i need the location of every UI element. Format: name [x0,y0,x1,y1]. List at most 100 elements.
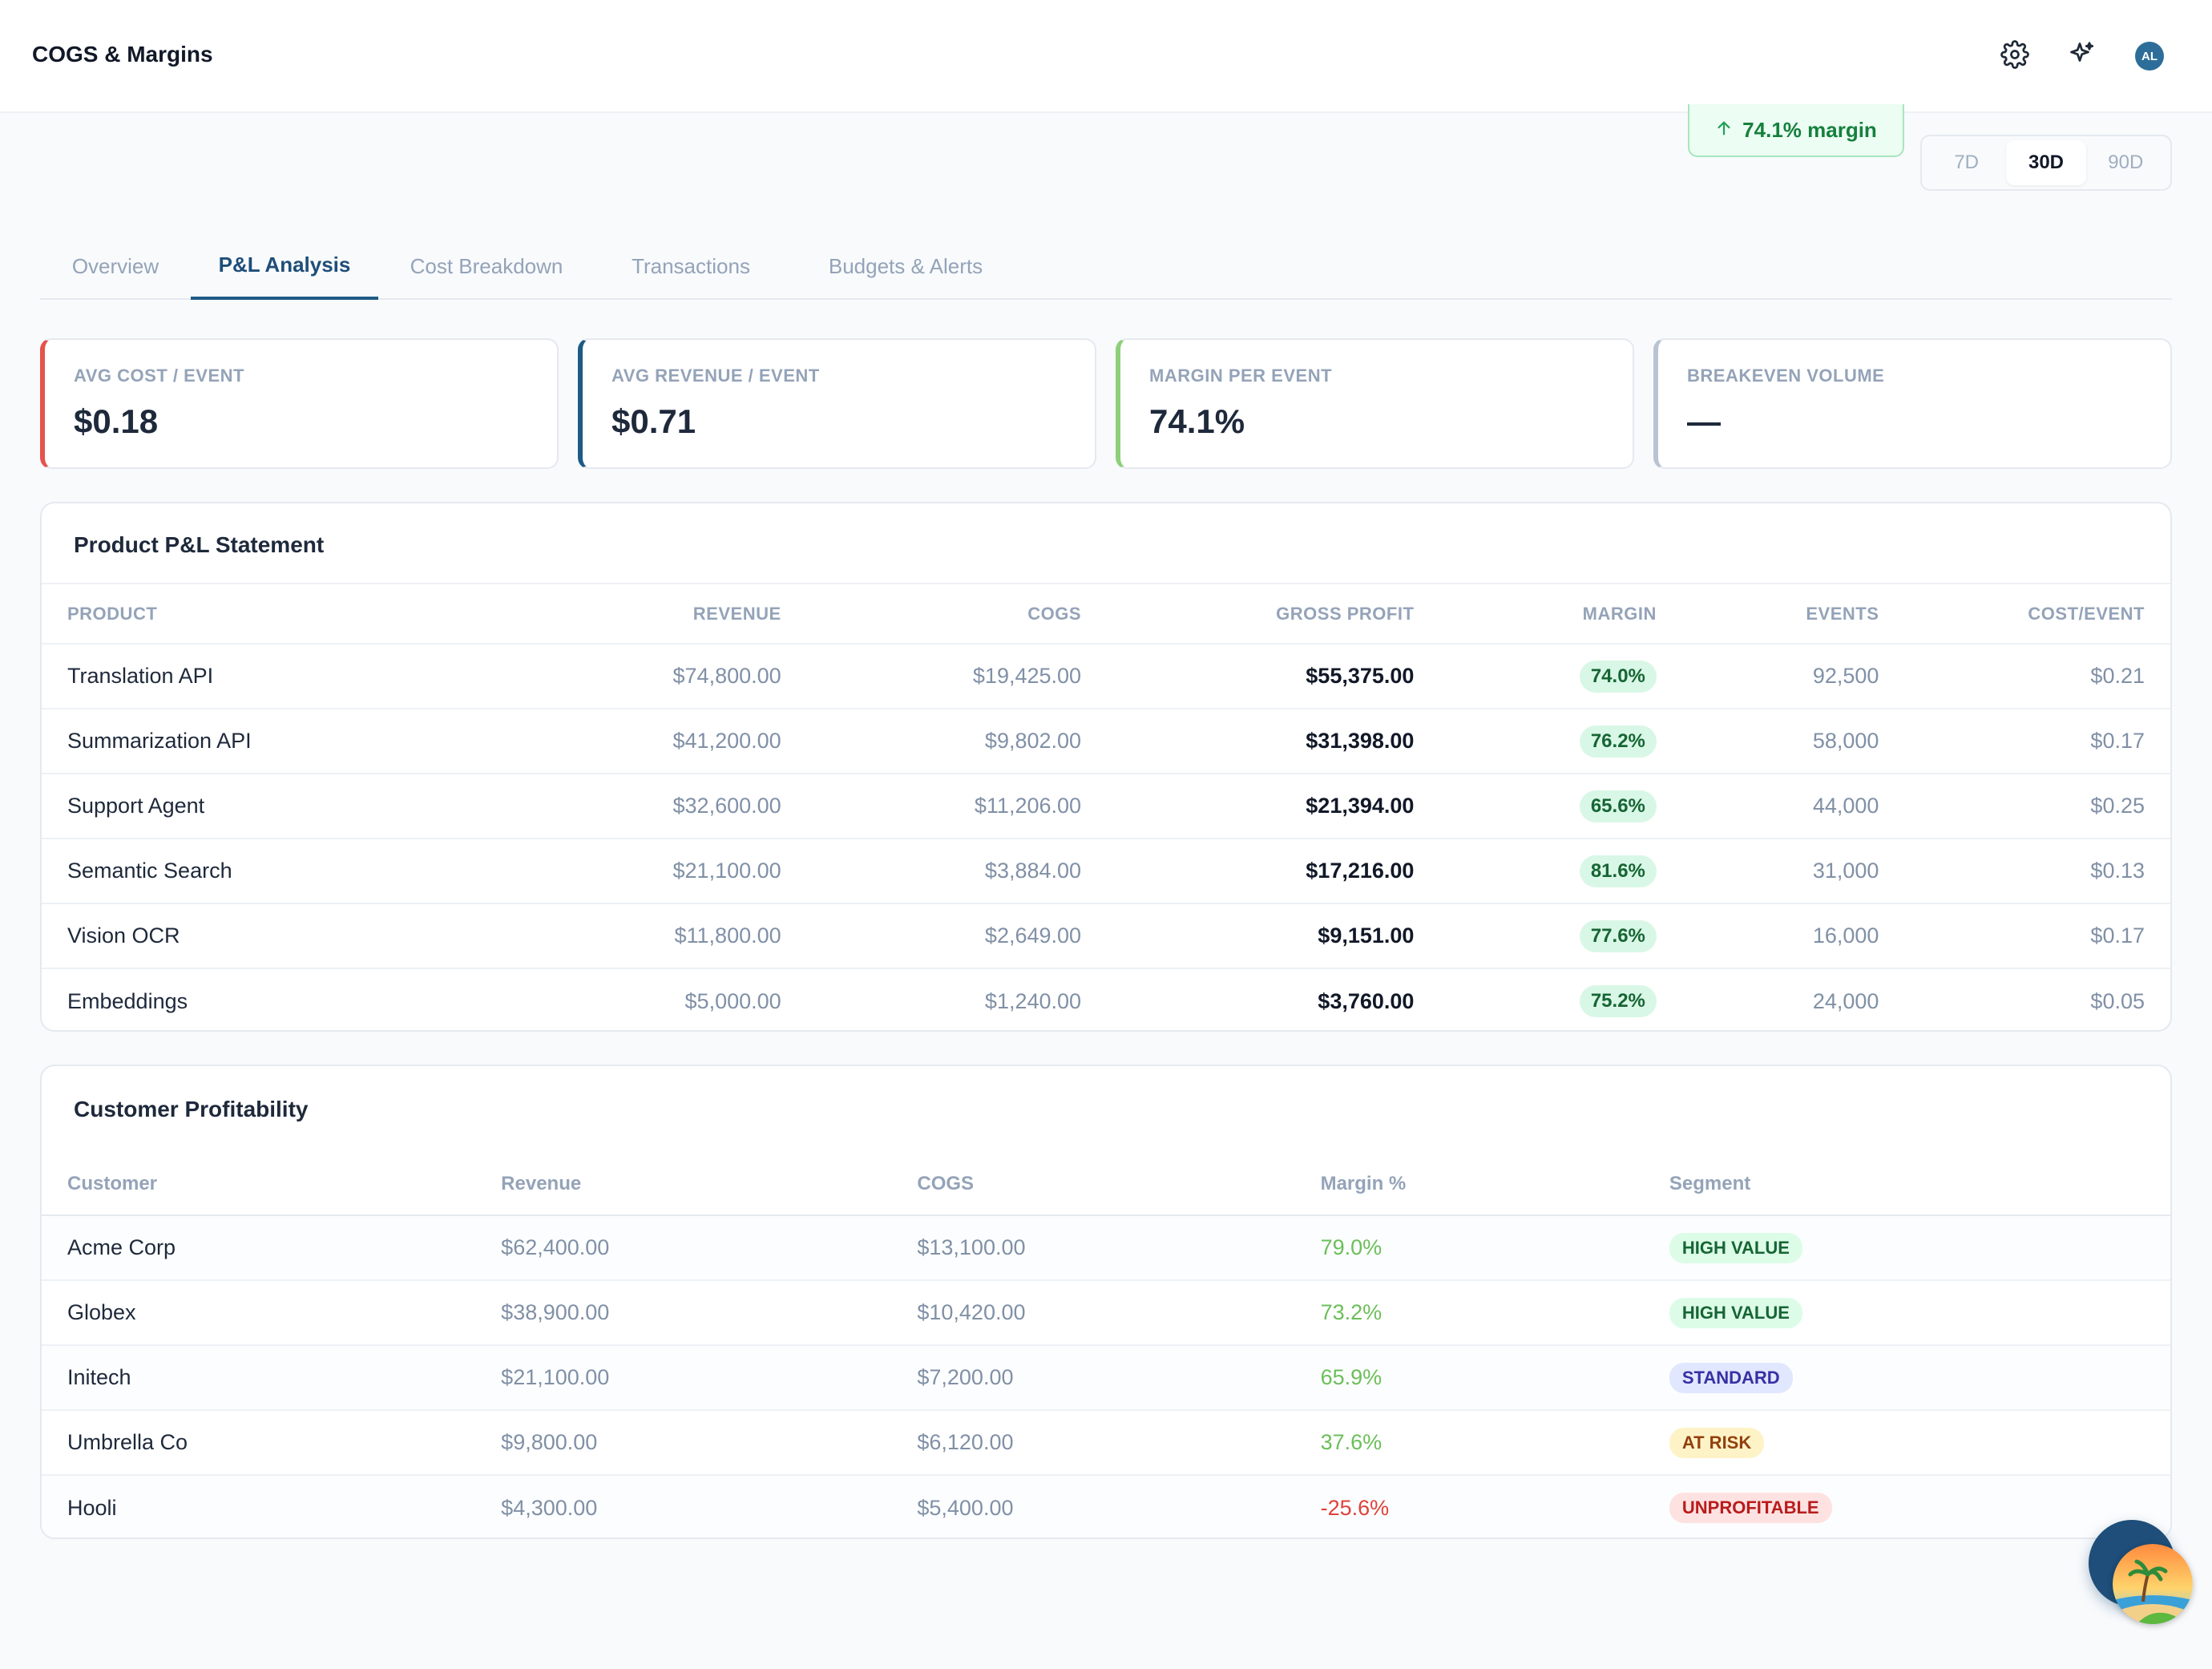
column-header[interactable]: GROSS PROFIT [1081,584,1415,645]
table-row[interactable]: Embeddings $5,000.00 $1,240.00 $3,760.00… [42,968,2170,1030]
tab-budgets-alerts[interactable]: Budgets & Alerts [828,253,983,278]
cost-event-cell: $0.25 [1879,774,2170,839]
margin-cell: -25.6% [1320,1475,1669,1538]
range-90d-button[interactable]: 90D [2108,152,2144,173]
customer-profitability-table: Customer Revenue COGS Margin % Segment A… [42,1153,2170,1538]
kpi-value: — [1687,402,1721,440]
cogs-cell: $1,240.00 [984,988,1082,1013]
tab-bar: Overview P&L Analysis Cost Breakdown Tra… [40,232,2172,300]
kpi-label: AVG REVENUE / EVENT [612,366,820,386]
table-row[interactable]: Globex $38,900.00 $10,420.00 73.2% HIGH … [42,1280,2170,1346]
events-cell: 58,000 [1656,709,1879,774]
column-header[interactable]: COGS [917,1153,1321,1216]
column-header[interactable]: REVENUE [361,584,781,645]
events-cell: 92,500 [1656,644,1879,709]
tab-cost-breakdown[interactable]: Cost Breakdown [410,253,563,278]
table-row[interactable]: Translation API $74,800.00 $19,425.00 $5… [42,644,2170,709]
avatar[interactable]: AL [2135,42,2164,71]
column-header[interactable]: Customer [42,1153,502,1216]
table-row[interactable]: Summarization API $41,200.00 $9,802.00 $… [42,709,2170,774]
cogs-cell: $11,206.00 [781,774,1082,839]
cogs-cell: $7,200.00 [917,1345,1321,1411]
segment-badge: STANDARD [1669,1362,1793,1393]
segment-badge: UNPROFITABLE [1669,1493,1832,1523]
margin-cell: 65.9% [1320,1345,1669,1411]
tab-transactions[interactable]: Transactions [632,253,750,278]
events-cell: 16,000 [1656,903,1879,969]
customer-name: Hooli [42,1475,502,1538]
kpi-label: AVG COST / EVENT [74,366,244,386]
revenue-cell: $62,400.00 [501,1215,918,1281]
product-pl-panel: Product P&L Statement PRODUCT REVENUE CO… [40,502,2172,1032]
top-bar: COGS & Margins AL [0,0,2212,113]
tab-overview[interactable]: Overview [71,253,159,278]
kpi-value: $0.71 [612,402,696,440]
column-header[interactable]: PRODUCT [42,584,362,645]
range-7d-button[interactable]: 7D [1954,152,1979,173]
cogs-cell: $6,120.00 [917,1410,1321,1476]
customer-name: Initech [42,1345,502,1411]
customer-profitability-panel: Customer Profitability Customer Revenue … [40,1065,2172,1539]
kpi-value: 74.1% [1149,402,1245,440]
margin-cell: 73.2% [1320,1280,1669,1346]
table-row[interactable]: Initech $21,100.00 $7,200.00 65.9% STAND… [42,1345,2170,1411]
sparkle-icon[interactable] [2065,37,2100,72]
kpi-breakeven-volume: BREAKEVEN VOLUME — [1653,338,2172,469]
kpi-avg-revenue: AVG REVENUE / EVENT $0.71 [578,338,1096,469]
page-title: COGS & Margins [32,42,213,67]
column-header[interactable]: COST/EVENT [1879,584,2170,645]
table-row[interactable]: Semantic Search $21,100.00 $3,884.00 $17… [42,839,2170,904]
revenue-cell: $21,100.00 [361,839,781,904]
product-name: Semantic Search [42,839,362,904]
margin-badge: 65.6% [1579,790,1657,822]
cost-event-cell: $0.21 [1879,644,2170,709]
revenue-cell: $21,100.00 [501,1345,918,1411]
revenue-cell: $9,800.00 [501,1410,918,1476]
gross-profit-cell: $9,151.00 [1081,903,1415,969]
product-name: Summarization API [42,709,362,774]
revenue-cell: $4,300.00 [501,1475,918,1538]
cogs-cell: $9,802.00 [781,709,1082,774]
column-header[interactable]: Margin % [1320,1153,1669,1216]
kpi-avg-cost: AVG COST / EVENT $0.18 [40,338,559,469]
customer-name: Acme Corp [42,1215,502,1281]
date-range-selector: 7D 30D 90D [1920,135,2172,191]
product-pl-table: PRODUCT REVENUE COGS GROSS PROFIT MARGIN… [42,584,2170,1030]
column-header[interactable]: Revenue [501,1153,918,1216]
panel-title: Customer Profitability [74,1097,309,1121]
table-header-row: PRODUCT REVENUE COGS GROSS PROFIT MARGIN… [42,584,2170,645]
revenue-cell: $74,800.00 [361,644,781,709]
gross-profit-cell: $31,398.00 [1081,709,1415,774]
revenue-cell: $32,600.00 [361,774,781,839]
kpi-value: $0.18 [74,402,159,440]
segment-badge: HIGH VALUE [1669,1297,1802,1328]
settings-icon[interactable] [1997,37,2032,72]
events-cell: 31,000 [1656,839,1879,904]
column-header[interactable]: EVENTS [1656,584,1879,645]
segment-badge: HIGH VALUE [1669,1232,1802,1263]
product-name: Translation API [42,644,362,709]
kpi-label: BREAKEVEN VOLUME [1687,366,1885,386]
panel-title: Product P&L Statement [74,532,325,557]
table-row[interactable]: Hooli $4,300.00 $5,400.00 -25.6% UNPROFI… [42,1475,2170,1538]
table-row[interactable]: Support Agent $32,600.00 $11,206.00 $21,… [42,774,2170,839]
margin-badge: 74.0% [1579,660,1657,693]
column-header[interactable]: Segment [1669,1153,2170,1216]
revenue-cell: $38,900.00 [501,1280,918,1346]
cost-event-cell: $0.17 [1879,903,2170,969]
table-row[interactable]: Acme Corp $62,400.00 $13,100.00 79.0% HI… [42,1215,2170,1281]
beach-sticker-icon[interactable] [2113,1544,2193,1624]
margin-cell: 79.0% [1320,1215,1669,1281]
cogs-cell: $13,100.00 [917,1215,1321,1281]
range-30d-button[interactable]: 30D [2006,140,2086,185]
margin-badge: 75.2% [1579,985,1657,1017]
column-header[interactable]: MARGIN [1414,584,1657,645]
gross-profit-cell: $3,760.00 [1318,988,1415,1013]
table-row[interactable]: Vision OCR $11,800.00 $2,649.00 $9,151.0… [42,903,2170,969]
tab-pl-analysis[interactable]: P&L Analysis [191,232,378,300]
events-cell: 24,000 [1812,988,1879,1013]
table-row[interactable]: Umbrella Co $9,800.00 $6,120.00 37.6% AT… [42,1410,2170,1476]
column-header[interactable]: COGS [781,584,1082,645]
cogs-cell: $10,420.00 [917,1280,1321,1346]
margin-badge: 74.1% margin [1688,104,1904,157]
